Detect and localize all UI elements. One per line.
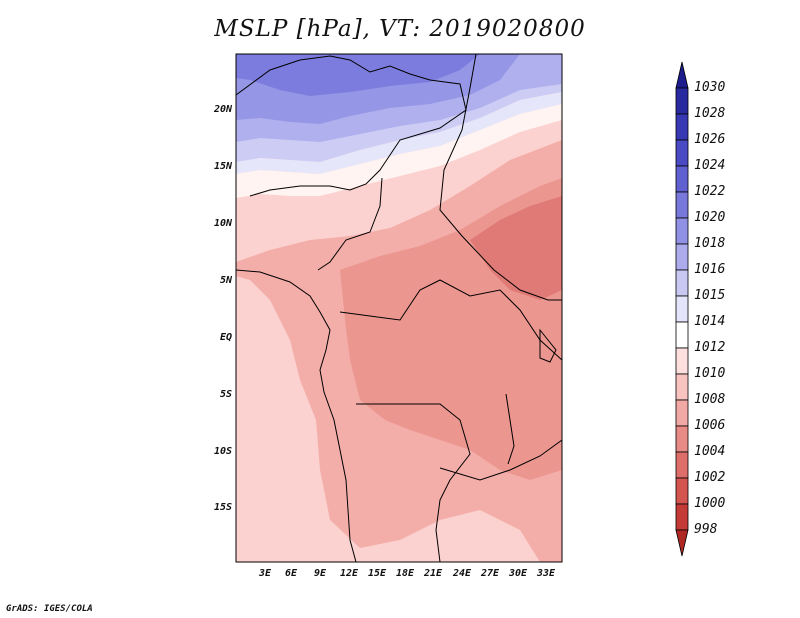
colorbar-label: 1008 <box>694 392 726 407</box>
lon-label: 21E <box>423 568 443 579</box>
colorbar-segment <box>675 373 689 401</box>
colorbar-bottom-triangle <box>675 529 689 557</box>
border-south-2 <box>439 439 562 481</box>
colorbar-segment <box>675 503 689 531</box>
lon-label: 12E <box>339 568 359 579</box>
field-1006 <box>470 196 562 300</box>
credit-text: GrADS: IGES/COLA <box>6 604 93 614</box>
colorbar-label: 1018 <box>694 236 726 251</box>
lon-label: 9E <box>313 568 327 579</box>
colorbar-label: 1020 <box>694 210 726 225</box>
colorbar-segment <box>675 347 689 375</box>
coastline <box>236 269 357 562</box>
colorbar-label: 1014 <box>694 314 726 329</box>
colorbar-label: 1022 <box>694 184 726 199</box>
colorbar-label: 1030 <box>694 80 726 95</box>
field-1015 <box>236 92 562 174</box>
lat-label: 10N <box>213 218 232 229</box>
colorbar-segment <box>675 87 689 115</box>
border-angola <box>356 403 471 562</box>
lon-label: 33E <box>536 568 556 579</box>
colorbar-label: 1000 <box>694 496 726 511</box>
lat-label: EQ <box>219 332 232 343</box>
colorbar-segment <box>675 425 689 453</box>
pressure-field <box>236 54 562 562</box>
colorbar <box>675 61 689 557</box>
border-north <box>236 55 467 197</box>
colorbar-label: 1015 <box>694 288 726 303</box>
lon-label: 30E <box>508 568 528 579</box>
lat-label: 5N <box>219 275 232 286</box>
colorbar-segment <box>675 399 689 427</box>
border-congo <box>339 279 562 361</box>
colorbar-label: 1006 <box>694 418 726 433</box>
lat-label: 5S <box>219 389 232 400</box>
colorbar-segment <box>675 243 689 271</box>
lat-label: 10S <box>213 446 232 457</box>
colorbar-label: 1028 <box>694 106 726 121</box>
field-1022 <box>236 54 480 96</box>
colorbar-segment <box>675 217 689 245</box>
colorbar-segment <box>675 165 689 193</box>
colorbar-segment <box>675 321 689 349</box>
colorbar-label: 1026 <box>694 132 726 147</box>
colorbar-segment <box>675 477 689 505</box>
border-south <box>317 177 383 271</box>
colorbar-segment <box>675 113 689 141</box>
lat-label: 15N <box>213 161 232 172</box>
colorbar-segment <box>675 139 689 167</box>
colorbar-label: 1010 <box>694 366 726 381</box>
field-1014 <box>236 104 562 198</box>
lon-label: 27E <box>480 568 500 579</box>
lon-label: 24E <box>452 568 472 579</box>
colorbar-label: 1024 <box>694 158 726 173</box>
country-borders <box>236 54 562 562</box>
colorbar-segment <box>675 191 689 219</box>
colorbar-segment <box>675 295 689 323</box>
colorbar-segment <box>675 451 689 479</box>
coast-east <box>439 54 562 301</box>
colorbar-label: 1002 <box>694 470 726 485</box>
lon-label: 6E <box>284 568 298 579</box>
lon-label: 18E <box>395 568 415 579</box>
lat-label: 15S <box>213 502 232 513</box>
lake-victoria <box>539 328 557 363</box>
lat-label: 20N <box>213 104 232 115</box>
colorbar-label: 1016 <box>694 262 726 277</box>
lake-tanganyika <box>505 393 515 465</box>
chart-title: MSLP [hPa], VT: 2019020800 <box>214 16 586 42</box>
lon-label: 15E <box>367 568 387 579</box>
colorbar-top-triangle <box>675 61 689 89</box>
lon-label: 3E <box>258 568 272 579</box>
colorbar-segment <box>675 269 689 297</box>
map-frame <box>235 53 563 563</box>
colorbar-label: 1004 <box>694 444 726 459</box>
colorbar-label: 1012 <box>694 340 726 355</box>
colorbar-label: 998 <box>694 522 718 537</box>
